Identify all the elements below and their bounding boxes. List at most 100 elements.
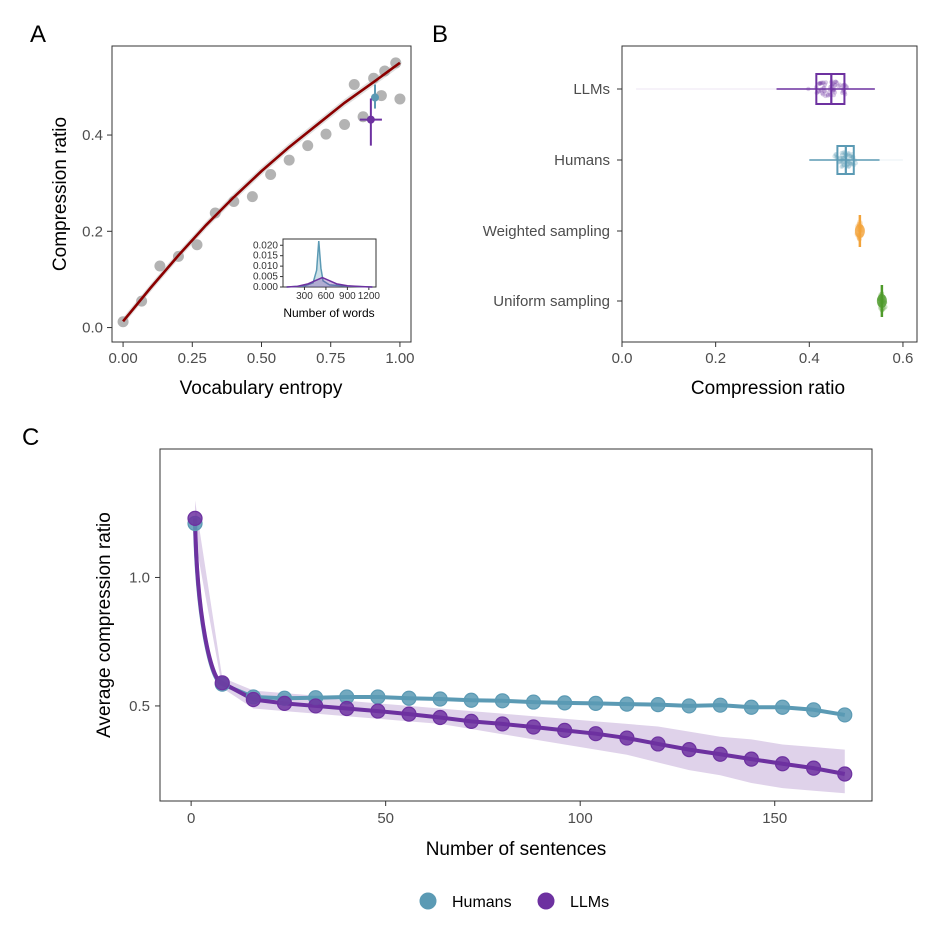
panel-c-llms-point [401, 706, 417, 722]
panel-b-frame [621, 45, 918, 343]
panel-b-llms-point [822, 82, 828, 87]
panel-c-humans-point [681, 698, 697, 714]
inset-xlabel: Number of words [283, 306, 374, 320]
inset-density-line-llms [286, 276, 373, 288]
panel-b-llms-point [823, 80, 829, 85]
panel-a-point [379, 65, 391, 77]
panel-b: 0.0 0.2 0.4 0.6 LLMs Humans Weighted sampling U… [483, 45, 918, 399]
panel-b-llms-point [840, 90, 845, 96]
panel-b-xtick-label: 0.0 [612, 350, 633, 367]
legend-swatch-humans [419, 892, 437, 910]
panel-c-humans-point [650, 697, 666, 713]
panel-b-humans-point [839, 152, 845, 158]
inset-ytick-label: 0.005 [253, 272, 278, 283]
panel-c-llms-point [588, 726, 604, 742]
panel-c-llms-point [432, 709, 448, 726]
panel-b-humans-point [848, 153, 853, 159]
panel-b-category-label: LLMs [573, 81, 610, 98]
panel-a-xtick-label: 0.00 [108, 350, 137, 367]
legend-swatch-llms [537, 892, 555, 910]
panel-a-ytick-label: 0.4 [82, 127, 103, 144]
panel-b-humans-point [840, 155, 846, 161]
panel-c-xtick-label: 150 [762, 810, 787, 827]
panel-b-llms-point [825, 93, 831, 98]
panel-a-point [209, 207, 221, 219]
panel-b-humans-point [838, 160, 843, 165]
panel-b-llms-point [836, 83, 841, 89]
panel-c-humans-point [837, 707, 853, 723]
inset-xtick-label: 600 [318, 291, 335, 302]
panel-a-ytick-label: 0.2 [82, 223, 103, 240]
panel-a-humans-marker [371, 93, 380, 102]
panel-c-llms-point [494, 716, 510, 732]
inset-ytick-label: 0.020 [253, 240, 278, 251]
panel-a-ytick-label: 0.0 [82, 320, 103, 337]
panel-c-humans-point [525, 694, 542, 710]
panel-c-humans-point [806, 702, 822, 718]
panel-b-llms-point [817, 81, 823, 86]
panel-b-humans-point [847, 151, 852, 156]
panel-b-llms-point [817, 81, 822, 86]
panel-b-llms-point [833, 79, 838, 85]
panel-c-llms-point [712, 746, 728, 762]
panel-a-fit-line [122, 61, 401, 323]
panel-c-humans-point [494, 693, 510, 709]
panel-b-xlabel: Compression ratio [691, 378, 845, 399]
legend-label-humans: Humans [452, 894, 512, 911]
panel-c-humans-point [557, 695, 573, 711]
panel-c-xtick-label: 100 [568, 810, 593, 827]
legend: Humans LLMs [419, 892, 609, 911]
panel-c-humans-point [370, 689, 386, 705]
panel-c-llms-point [214, 675, 230, 691]
panel-b-llms-point [834, 80, 840, 85]
panel-a-xtick-label: 0.25 [178, 350, 207, 367]
panel-a-point [390, 57, 402, 69]
panel-b-humans-point [840, 164, 845, 169]
panel-b-xtick-label: 0.2 [705, 350, 726, 367]
panel-c-llms-point [525, 719, 542, 735]
panel-c-llms-point [619, 730, 635, 746]
panel-c-humans-point [401, 690, 417, 706]
panel-c-xlabel: Number of sentences [426, 839, 607, 860]
panel-a-fit-ribbon [123, 58, 400, 326]
panel-b-humans-point [848, 160, 853, 166]
panel-c-llms-band [195, 500, 845, 794]
panel-b-weighted-sampling-median [854, 224, 865, 238]
panel-c-xtick-label: 50 [377, 810, 394, 827]
panel-b-xtick-label: 0.4 [799, 350, 820, 367]
panel-a-point [265, 169, 277, 181]
panel-a-point [302, 140, 314, 152]
panel-c-llms-point [837, 766, 853, 782]
panel-a-ylabel: Compression ratio [50, 117, 71, 271]
panel-b-category-label: Weighted sampling [483, 223, 610, 240]
panel-b-humans-point [846, 164, 852, 169]
panel-b-llms-point [818, 81, 823, 86]
panel-b-llms-point [823, 93, 828, 99]
panel-c: 0 50 100 150 0.5 1.0 Number of sentences Aver… [94, 448, 873, 860]
panel-a-xtick-label: 1.00 [385, 350, 414, 367]
inset-ytick-label: 0.010 [253, 261, 278, 272]
panel-c-llms-point [276, 695, 293, 711]
panel-b-humans-point [839, 164, 844, 169]
panel-a-xtick-label: 0.75 [316, 350, 345, 367]
panel-a-xtick-label: 0.50 [247, 350, 276, 367]
panel-b-humans-point [847, 154, 852, 159]
panel-b-humans-point [847, 160, 852, 166]
panel-c-humans-line [193, 523, 846, 717]
panel-c-llms-point [308, 698, 324, 714]
panel-c-xtick-label: 0 [187, 810, 195, 827]
inset-ytick-label: 0.015 [253, 251, 278, 262]
panel-c-llms-point [339, 700, 355, 717]
panel-c-ytick-label: 1.0 [129, 569, 150, 586]
panel-b-category-label: Uniform sampling [493, 293, 610, 310]
panel-c-humans-point [743, 699, 759, 715]
panel-c-llms-point [681, 742, 697, 758]
panel-b-llms-point [816, 81, 822, 86]
panel-b-humans-point [841, 150, 846, 155]
panel-a-point [348, 79, 360, 91]
panel-c-ylabel: Average compression ratio [94, 512, 115, 738]
panel-b-llms-point [833, 79, 838, 84]
panel-a-point [339, 118, 351, 130]
panel-b-llms-point [820, 92, 826, 97]
